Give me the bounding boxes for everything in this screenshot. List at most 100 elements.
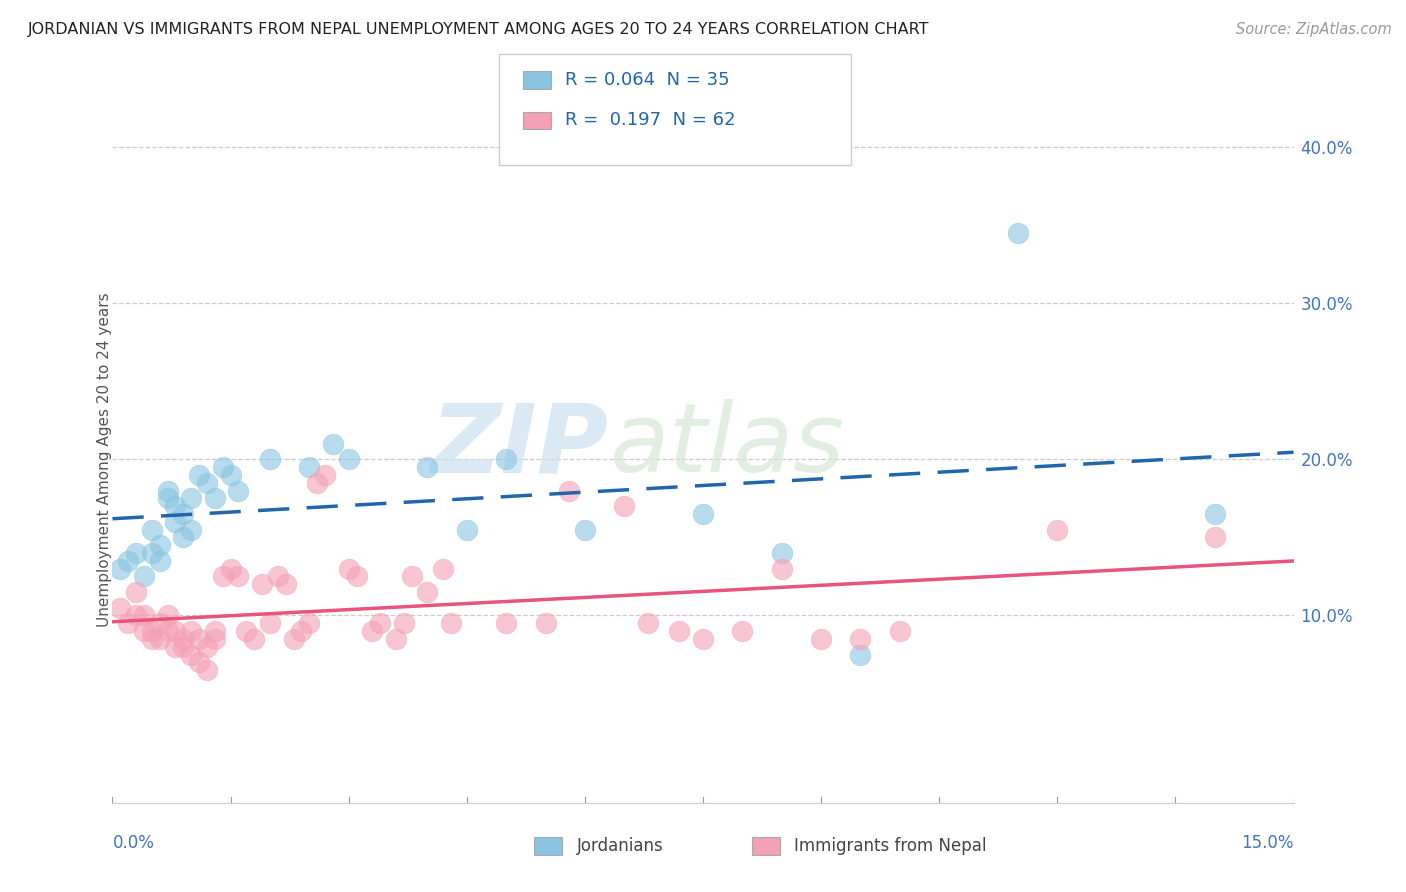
Point [172, 530, 194, 544]
Point [141, 624, 163, 639]
Point [141, 546, 163, 560]
Point [298, 616, 321, 631]
Point [267, 569, 290, 583]
Point [314, 467, 336, 482]
Point [613, 500, 636, 514]
Point [211, 569, 233, 583]
Point [337, 562, 360, 576]
Point [283, 632, 305, 646]
Text: Immigrants from Nepal: Immigrants from Nepal [794, 837, 987, 855]
Point [401, 569, 423, 583]
Point [810, 632, 832, 646]
Point [298, 460, 321, 475]
Point [156, 483, 179, 498]
Text: JORDANIAN VS IMMIGRANTS FROM NEPAL UNEMPLOYMENT AMONG AGES 20 TO 24 YEARS CORREL: JORDANIAN VS IMMIGRANTS FROM NEPAL UNEMP… [28, 22, 929, 37]
Point [110, 562, 132, 576]
Point [188, 467, 211, 482]
Point [195, 640, 218, 654]
Point [141, 523, 163, 537]
Point [132, 624, 155, 639]
Point [416, 460, 439, 475]
Point [368, 616, 391, 631]
Point [180, 491, 202, 506]
Point [132, 569, 155, 583]
Point [188, 655, 211, 669]
Point [165, 515, 187, 529]
Y-axis label: Unemployment Among Ages 20 to 24 years: Unemployment Among Ages 20 to 24 years [97, 292, 111, 627]
Point [204, 624, 226, 639]
Point [149, 538, 172, 552]
Point [259, 452, 281, 467]
Point [392, 616, 415, 631]
Point [156, 624, 179, 639]
Text: Source: ZipAtlas.com: Source: ZipAtlas.com [1236, 22, 1392, 37]
Point [228, 569, 250, 583]
Point [322, 437, 344, 451]
Point [889, 624, 911, 639]
Text: atlas: atlas [609, 399, 844, 492]
Text: R = 0.064  N = 35: R = 0.064 N = 35 [565, 71, 730, 89]
Point [259, 616, 281, 631]
Point [274, 577, 297, 591]
Point [1046, 523, 1069, 537]
Point [211, 460, 233, 475]
Point [165, 500, 187, 514]
Point [849, 632, 872, 646]
Point [110, 600, 132, 615]
Point [558, 483, 581, 498]
Point [849, 648, 872, 662]
Point [337, 452, 360, 467]
Point [172, 632, 194, 646]
Text: ZIP: ZIP [430, 399, 609, 492]
Point [637, 616, 659, 631]
Point [204, 632, 226, 646]
Point [440, 616, 463, 631]
Point [219, 562, 242, 576]
Point [180, 624, 202, 639]
Point [574, 523, 596, 537]
Point [692, 632, 714, 646]
Point [195, 475, 218, 490]
Point [307, 475, 329, 490]
Text: Jordanians: Jordanians [576, 837, 664, 855]
Point [172, 640, 194, 654]
Point [117, 554, 139, 568]
Point [180, 648, 202, 662]
Point [165, 640, 187, 654]
Point [149, 632, 172, 646]
Point [432, 562, 454, 576]
Point [228, 483, 250, 498]
Point [1007, 226, 1029, 240]
Point [495, 452, 517, 467]
Point [495, 616, 517, 631]
Point [125, 585, 148, 599]
Point [290, 624, 312, 639]
Point [156, 608, 179, 623]
Text: 0.0%: 0.0% [112, 834, 155, 852]
Point [456, 523, 478, 537]
Point [770, 546, 793, 560]
Point [156, 491, 179, 506]
Point [204, 491, 226, 506]
Point [692, 507, 714, 521]
Text: R =  0.197  N = 62: R = 0.197 N = 62 [565, 112, 735, 129]
Point [172, 507, 194, 521]
Point [141, 632, 163, 646]
Point [117, 616, 139, 631]
Point [361, 624, 384, 639]
Point [770, 562, 793, 576]
Point [1204, 530, 1226, 544]
Point [668, 624, 690, 639]
Point [243, 632, 266, 646]
Text: 15.0%: 15.0% [1241, 834, 1294, 852]
Point [149, 554, 172, 568]
Point [219, 467, 242, 482]
Point [180, 523, 202, 537]
Point [346, 569, 368, 583]
Point [416, 585, 439, 599]
Point [188, 632, 211, 646]
Point [250, 577, 273, 591]
Point [195, 663, 218, 677]
Point [731, 624, 754, 639]
Point [1204, 507, 1226, 521]
